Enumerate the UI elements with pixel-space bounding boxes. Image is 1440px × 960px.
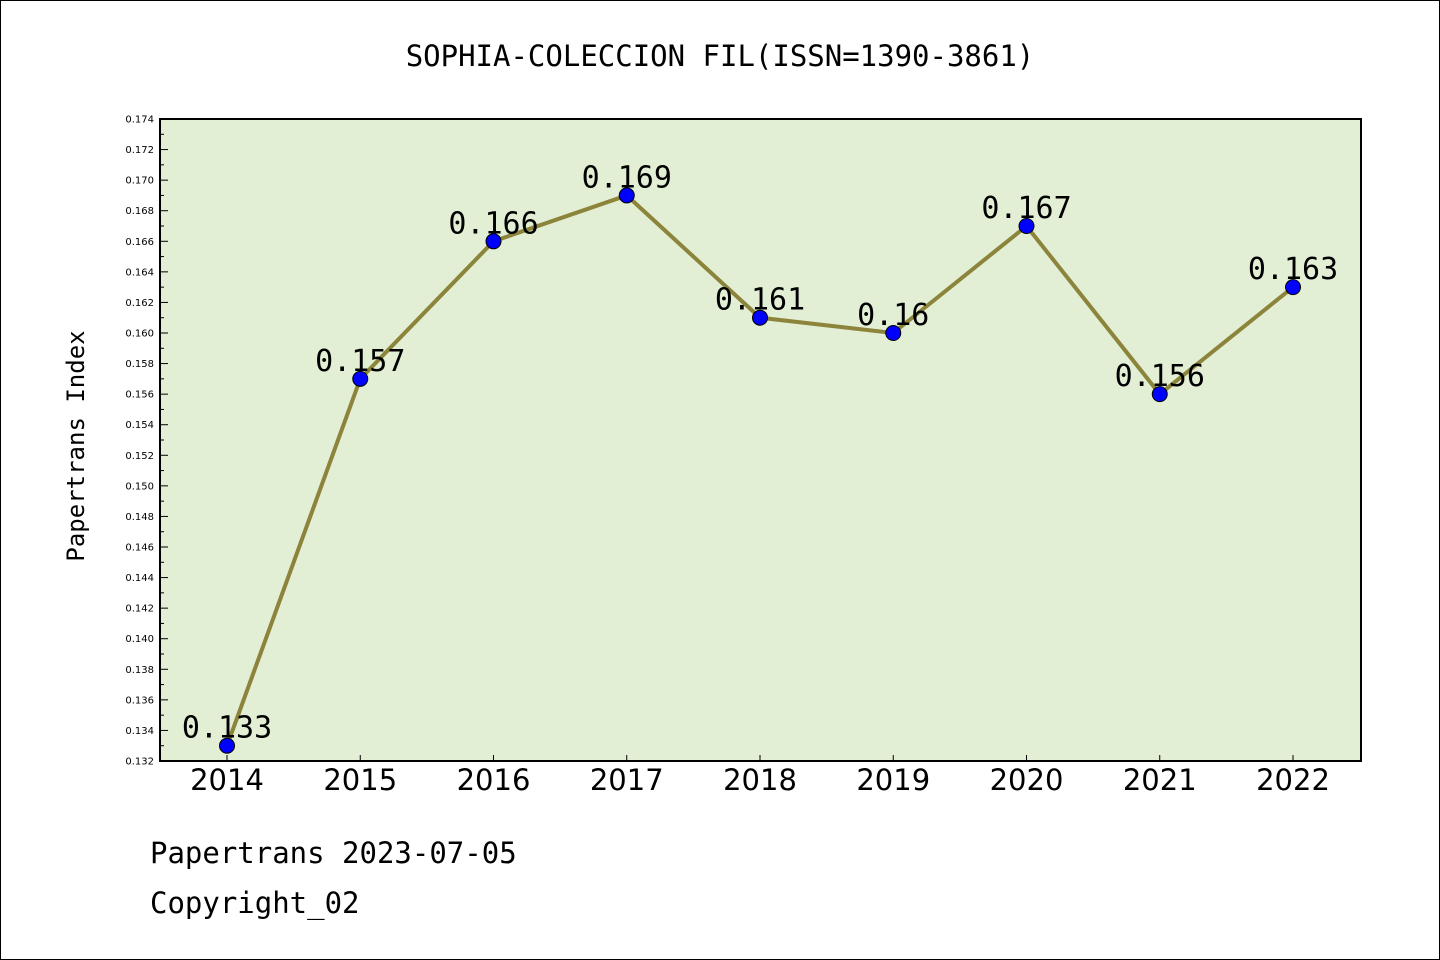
plot-border bbox=[159, 118, 1362, 762]
y-tick-label: 0.164 bbox=[125, 267, 154, 278]
data-point bbox=[352, 370, 369, 387]
y-tick-label: 0.132 bbox=[125, 757, 154, 768]
data-point bbox=[485, 233, 502, 250]
y-tick-label: 0.136 bbox=[125, 695, 154, 706]
y-tick-label: 0.160 bbox=[125, 329, 154, 340]
data-point bbox=[618, 187, 635, 204]
y-tick-label: 0.142 bbox=[125, 604, 154, 615]
data-point bbox=[885, 325, 902, 341]
data-point bbox=[752, 309, 768, 326]
x-tick-label: 2015 bbox=[323, 763, 397, 797]
y-axis: 0.132 0.134 0.136 0.138 0.140 0.142 0.144 0.146… bbox=[125, 115, 168, 768]
data-point bbox=[1018, 218, 1035, 234]
y-tick-label: 0.152 bbox=[125, 451, 154, 462]
y-axis-label: Papertrans Index bbox=[62, 330, 90, 561]
x-tick-label: 2014 bbox=[190, 763, 264, 797]
y-tick-label: 0.168 bbox=[125, 206, 154, 217]
series-line-group bbox=[219, 187, 1301, 754]
x-tick-label: 2021 bbox=[1123, 763, 1197, 797]
y-tick-label: 0.162 bbox=[125, 298, 154, 309]
y-tick-label: 0.140 bbox=[125, 634, 154, 645]
data-label: 0.169 bbox=[582, 160, 672, 195]
y-tick-label: 0.134 bbox=[125, 726, 154, 737]
data-label: 0.161 bbox=[715, 283, 805, 318]
y-tick-label: 0.156 bbox=[125, 390, 154, 401]
y-tick-label: 0.146 bbox=[125, 543, 154, 554]
data-label: 0.16 bbox=[857, 298, 929, 333]
data-point bbox=[1151, 386, 1168, 403]
data-label: 0.163 bbox=[1248, 252, 1338, 287]
data-label: 0.156 bbox=[1115, 359, 1205, 394]
data-labels: 0.133 0.157 0.166 0.169 0.161 0.16 0.167 0.156 0… bbox=[182, 160, 1338, 745]
y-tick-label: 0.172 bbox=[125, 145, 154, 156]
y-tick-label: 0.158 bbox=[125, 359, 154, 370]
y-tick-label: 0.166 bbox=[125, 237, 154, 248]
x-tick-label: 2017 bbox=[590, 763, 664, 797]
y-tick-label: 0.138 bbox=[125, 665, 154, 676]
x-tick-label: 2020 bbox=[990, 763, 1064, 797]
x-tick-label: 2022 bbox=[1256, 763, 1330, 797]
y-tick-label: 0.174 bbox=[125, 115, 154, 126]
plot-area bbox=[160, 119, 1361, 761]
data-label: 0.166 bbox=[448, 206, 538, 241]
y-tick-label: 0.144 bbox=[125, 573, 154, 584]
data-label: 0.157 bbox=[315, 344, 405, 379]
data-point bbox=[1285, 279, 1301, 296]
footer-copyright: Copyright_02 bbox=[150, 886, 360, 920]
x-tick-label: 2018 bbox=[723, 763, 797, 797]
y-tick-label: 0.154 bbox=[125, 420, 154, 431]
y-tick-label: 0.148 bbox=[125, 512, 154, 523]
y-tick-label: 0.170 bbox=[125, 176, 154, 187]
x-axis: 2014 2015 2016 2017 2018 2019 2020 2021 2022 bbox=[190, 755, 1330, 797]
data-label: 0.133 bbox=[182, 711, 272, 746]
data-label: 0.167 bbox=[981, 191, 1071, 226]
data-point bbox=[219, 737, 235, 754]
chart-title: SOPHIA-COLECCION FIL(ISSN=1390-3861) bbox=[406, 39, 1035, 73]
footer-date: Papertrans 2023-07-05 bbox=[150, 836, 517, 870]
x-tick-label: 2016 bbox=[457, 763, 531, 797]
y-tick-label: 0.150 bbox=[125, 481, 154, 492]
x-tick-label: 2019 bbox=[856, 763, 930, 797]
